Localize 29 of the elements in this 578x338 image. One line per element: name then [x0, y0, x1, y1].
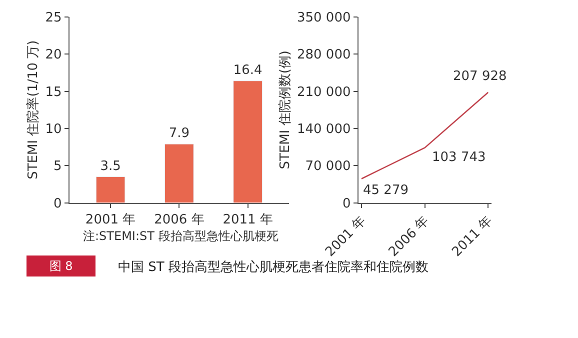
bar: [164, 144, 194, 203]
y-tick-label: 140 000: [296, 122, 351, 137]
y-tick-label: 280 000: [296, 48, 351, 63]
y-tick-label: 5: [53, 159, 62, 174]
x-tick-label: 2011 年: [222, 212, 273, 228]
y-tick-label: 210 000: [296, 84, 351, 100]
text: 中国 ST 段抬高型急性心肌梗死患者住院率和住院例数: [118, 259, 428, 275]
y-tick-label: 0: [342, 196, 351, 212]
y-tick-label: 15: [45, 84, 62, 100]
data-label: 207 928: [453, 69, 507, 84]
text: 注:STEMI:ST 段抬高型急性心肌梗死: [83, 229, 278, 243]
caption: 图 8: [49, 259, 73, 273]
data-label: 3.5: [100, 158, 121, 174]
data-label: 45 279: [363, 183, 408, 198]
y-tick-label: 0: [53, 196, 62, 212]
y-tick-label: 10: [45, 122, 62, 137]
y-axis-title: STEMI 住院率(1/10 万): [25, 40, 42, 180]
data-label: 103 743: [432, 150, 486, 165]
bar: [233, 80, 262, 203]
y-tick-label: 70 000: [305, 159, 351, 174]
y-axis-title: STEMI 住院例数(例): [278, 50, 293, 170]
y-tick-label: 350 000: [296, 10, 351, 26]
data-label: 7.9: [168, 126, 190, 142]
data-label: 16.4: [233, 62, 262, 78]
y-tick-label: 20: [45, 48, 62, 63]
bar: [96, 176, 126, 203]
y-tick-label: 25: [45, 10, 62, 26]
x-tick-label: 2001 年: [85, 212, 136, 228]
x-tick-label: 2006 年: [154, 212, 204, 228]
